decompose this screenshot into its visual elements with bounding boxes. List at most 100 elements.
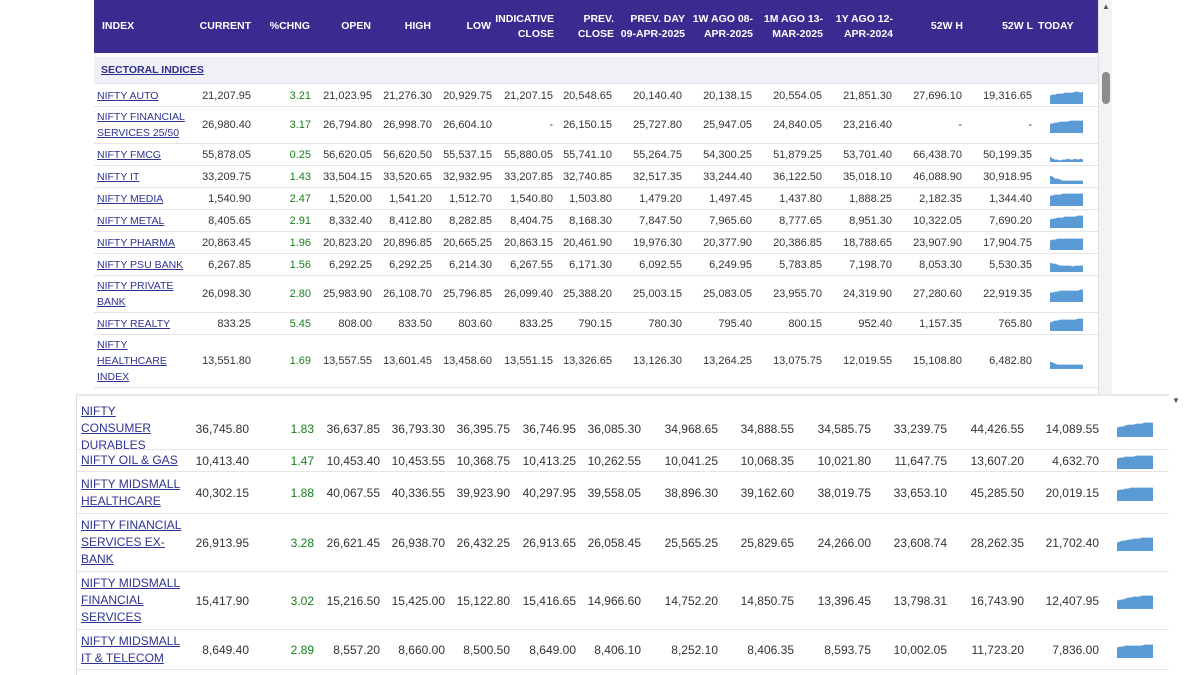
sparkline-icon[interactable]	[1049, 170, 1084, 185]
cell: 33,207.85	[504, 170, 553, 183]
sparkline-icon[interactable]	[1049, 355, 1084, 370]
index-name-link[interactable]: NIFTY FINANCIAL SERVICES EX-BANK	[81, 518, 182, 566]
cell: 10,413.40	[195, 453, 249, 468]
section-label[interactable]: SECTORAL INDICES	[101, 64, 204, 76]
sparkline-icon[interactable]	[1116, 535, 1154, 552]
index-name-link[interactable]: NIFTY OIL & GAS	[81, 453, 178, 467]
index-name-link[interactable]: NIFTY FMCG	[97, 148, 161, 161]
index-name-link[interactable]: NIFTY MEDIA	[97, 192, 164, 205]
cell: 34,888.55	[740, 421, 794, 436]
cell: 20,863.15	[504, 236, 553, 249]
cell: 22,919.35	[983, 288, 1032, 300]
today-sparkline[interactable]	[1049, 317, 1084, 332]
scroll-down-arrow-icon[interactable]: ▼	[1172, 396, 1180, 405]
index-name-link[interactable]: NIFTY MIDSMALL IT & TELECOM	[81, 633, 181, 665]
today-sparkline[interactable]	[1049, 258, 1084, 273]
today-sparkline[interactable]	[1049, 355, 1084, 370]
cell: 1,540.90	[208, 192, 251, 205]
today-sparkline[interactable]	[1049, 214, 1084, 229]
upper-scrollbar[interactable]: ▲	[1098, 0, 1112, 394]
index-name-link[interactable]: NIFTY MIDSMALL FINANCIAL SERVICES	[81, 576, 181, 624]
cell: 790.15	[578, 317, 612, 330]
sparkline-icon[interactable]	[1049, 317, 1084, 332]
today-sparkline[interactable]	[1116, 593, 1154, 610]
today-sparkline[interactable]	[1049, 148, 1084, 163]
cell: 24,840.05	[773, 119, 822, 131]
column-header[interactable]: 1W AGO 08-APR-2025	[692, 12, 753, 40]
index-name-link[interactable]: NIFTY IT	[97, 170, 140, 183]
column-header[interactable]: 52W L	[1002, 20, 1033, 32]
sparkline-icon[interactable]	[1049, 214, 1084, 229]
sparkline-icon[interactable]	[1049, 288, 1084, 303]
index-name-link[interactable]: NIFTY HEALTHCARE INDEX	[97, 339, 167, 383]
cell: 20,896.85	[383, 236, 432, 249]
sparkline-icon[interactable]	[1049, 192, 1084, 207]
sparkline-icon[interactable]	[1049, 258, 1084, 273]
cell: 1,437.80	[779, 192, 822, 205]
today-sparkline[interactable]	[1116, 642, 1154, 659]
column-header[interactable]: OPEN	[341, 20, 371, 32]
column-header[interactable]: 1Y AGO 12-APR-2024	[835, 12, 893, 40]
sparkline-icon[interactable]	[1116, 485, 1154, 502]
sparkline-icon[interactable]	[1116, 421, 1154, 438]
index-name-link[interactable]: NIFTY PSU BANK	[97, 258, 184, 271]
cell: 26,099.40	[504, 288, 553, 300]
scrollbar-thumb[interactable]	[1102, 72, 1110, 104]
column-header[interactable]: 1M AGO 13-MAR-2025	[763, 12, 823, 40]
column-header[interactable]: CURRENT	[199, 20, 251, 32]
sparkline-icon[interactable]	[1116, 593, 1154, 610]
cell: 39,923.90	[456, 485, 510, 500]
cell: 10,368.75	[456, 453, 510, 468]
sparkline-icon[interactable]	[1116, 642, 1154, 659]
today-sparkline[interactable]	[1049, 170, 1084, 185]
cell: 26,098.30	[202, 288, 251, 300]
today-sparkline[interactable]	[1049, 90, 1084, 105]
section-row: SECTORAL INDICES	[94, 57, 1098, 84]
today-sparkline[interactable]	[1049, 192, 1084, 207]
cell: 36,637.85	[326, 421, 380, 436]
cell: 40,336.55	[391, 485, 445, 500]
index-name-link[interactable]: NIFTY FINANCIAL SERVICES 25/50	[97, 111, 185, 139]
cell: 26,604.10	[443, 119, 492, 131]
cell: 39,162.60	[740, 485, 794, 500]
column-header[interactable]: INDEX	[102, 20, 135, 32]
column-header[interactable]: HIGH	[404, 20, 431, 32]
index-name-link[interactable]: NIFTY REALTY	[97, 317, 171, 330]
column-header[interactable]: 52W H	[930, 20, 963, 32]
cell: 6,092.55	[639, 258, 682, 271]
index-name-link[interactable]: NIFTY METAL	[97, 214, 165, 227]
column-header[interactable]: INDICATIVE CLOSE	[495, 12, 554, 40]
cell: 15,417.90	[195, 593, 249, 608]
lower-scrollbar[interactable]: ▼	[1170, 394, 1184, 675]
column-header[interactable]: PREV. CLOSE	[577, 12, 614, 40]
table-header: INDEX CURRENT %CHNG OPEN HIGH LOW INDICATIVE C…	[94, 0, 1098, 53]
sparkline-icon[interactable]	[1049, 236, 1084, 251]
scroll-up-arrow-icon[interactable]: ▲	[1102, 2, 1110, 11]
cell: 8,412.80	[389, 214, 432, 227]
sparkline-icon[interactable]	[1116, 453, 1154, 470]
today-sparkline[interactable]	[1049, 288, 1084, 303]
index-name-link[interactable]: NIFTY MIDSMALL HEALTHCARE	[81, 476, 181, 508]
today-sparkline[interactable]	[1049, 236, 1084, 251]
column-header[interactable]: %CHNG	[269, 20, 310, 32]
column-header[interactable]: TODAY	[1038, 20, 1074, 32]
index-name-link[interactable]: NIFTY AUTO	[97, 90, 159, 102]
cell: 28,262.35	[970, 535, 1024, 550]
cell: 8,660.00	[398, 642, 445, 657]
index-name-link[interactable]: NIFTY CONSUMER DURABLES	[81, 404, 152, 452]
cell: 5.45	[289, 317, 311, 330]
today-sparkline[interactable]	[1116, 535, 1154, 552]
sparkline-icon[interactable]	[1049, 148, 1084, 163]
sparkline-icon[interactable]	[1049, 90, 1084, 105]
today-sparkline[interactable]	[1116, 453, 1154, 470]
cell: 20,823.20	[323, 236, 372, 249]
sparkline-icon[interactable]	[1049, 119, 1084, 134]
today-sparkline[interactable]	[1116, 421, 1154, 438]
index-name-link[interactable]: NIFTY PRIVATE BANK	[97, 280, 174, 308]
index-name-link[interactable]: NIFTY PHARMA	[97, 236, 175, 249]
column-header[interactable]: LOW	[466, 20, 492, 32]
today-sparkline[interactable]	[1116, 485, 1154, 502]
column-header[interactable]: PREV. DAY 09-APR-2025	[620, 12, 685, 40]
today-sparkline[interactable]	[1049, 119, 1084, 134]
cell: 32,932.95	[443, 170, 492, 183]
